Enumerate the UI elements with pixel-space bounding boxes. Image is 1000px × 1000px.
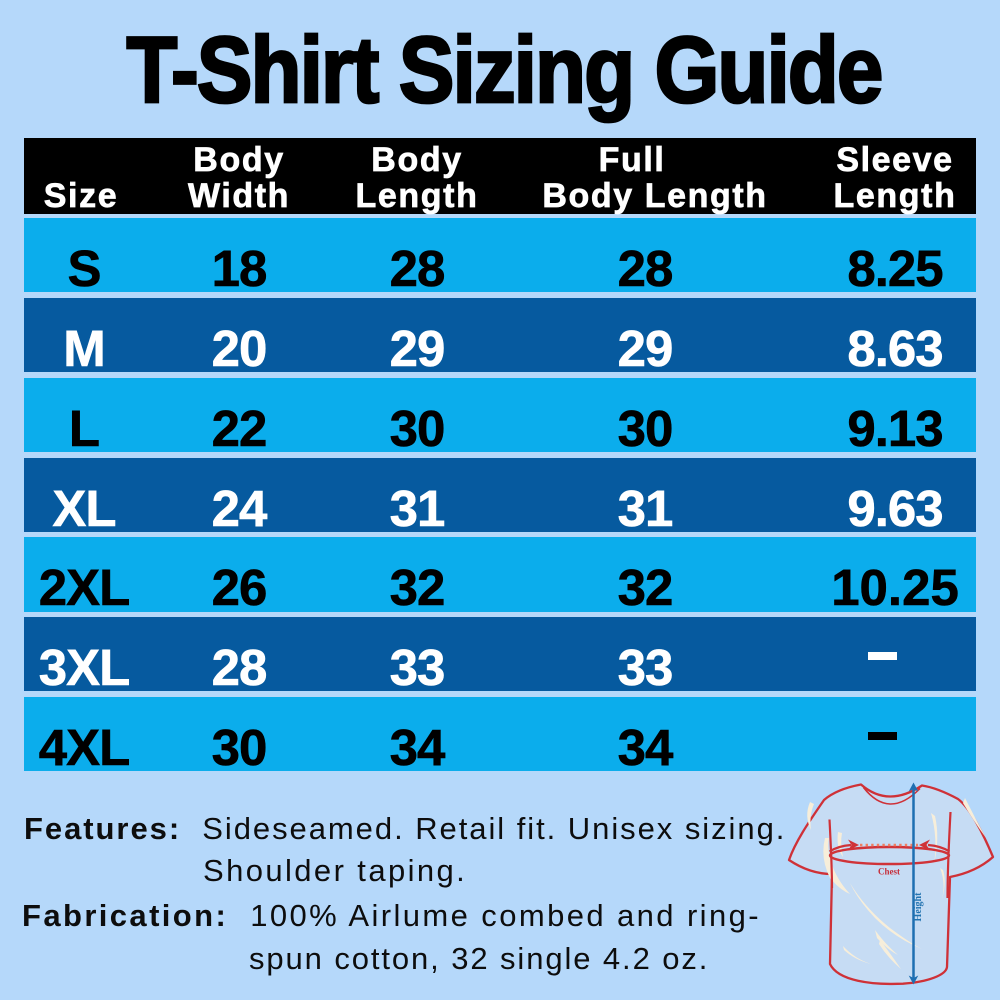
svg-text:Chest: Chest bbox=[878, 867, 900, 877]
svg-text:Height: Height bbox=[913, 892, 924, 922]
